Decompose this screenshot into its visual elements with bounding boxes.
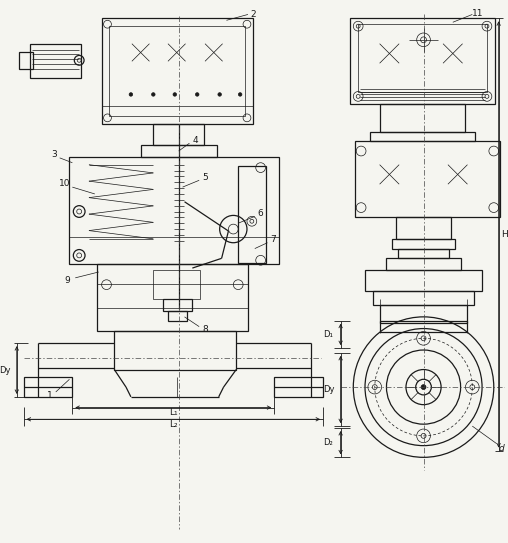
Bar	[351, 18, 495, 104]
Text: H: H	[501, 230, 508, 239]
Text: Dу: Dу	[323, 385, 335, 394]
Text: D₂: D₂	[323, 438, 333, 447]
Bar	[163, 299, 193, 311]
Text: 8: 8	[202, 325, 208, 334]
Bar	[387, 258, 461, 270]
Bar	[153, 124, 204, 145]
Text: 7: 7	[270, 235, 276, 244]
Bar	[23, 377, 72, 397]
Text: 4: 4	[193, 136, 198, 145]
Text: 10: 10	[59, 179, 70, 188]
Bar	[19, 53, 34, 69]
Bar	[274, 377, 323, 397]
Text: 1: 1	[47, 392, 53, 400]
Circle shape	[151, 93, 155, 96]
Bar	[70, 157, 279, 264]
Bar	[379, 104, 465, 131]
Text: 3: 3	[51, 150, 57, 160]
Bar	[114, 331, 236, 370]
Bar	[379, 321, 467, 332]
Bar	[398, 249, 449, 258]
Text: L₂: L₂	[169, 420, 178, 428]
Text: d: d	[499, 444, 504, 453]
Circle shape	[238, 93, 242, 96]
Bar	[396, 217, 451, 239]
Text: L₁: L₁	[169, 408, 178, 417]
Text: 11: 11	[472, 9, 484, 18]
Circle shape	[173, 93, 177, 96]
Bar	[238, 166, 266, 263]
Bar	[30, 44, 81, 78]
Circle shape	[129, 93, 133, 96]
Circle shape	[196, 93, 199, 96]
Circle shape	[421, 384, 426, 389]
Text: Dу: Dу	[0, 365, 11, 375]
Text: 5: 5	[202, 173, 208, 182]
Bar	[392, 239, 455, 249]
Text: 6: 6	[258, 209, 264, 218]
Text: 9: 9	[65, 276, 70, 285]
Text: D₁: D₁	[323, 330, 333, 339]
Bar	[358, 24, 487, 92]
Bar	[370, 131, 475, 141]
Bar	[168, 311, 187, 321]
Bar	[379, 305, 467, 323]
Circle shape	[218, 93, 221, 96]
Text: 2: 2	[250, 10, 256, 19]
Bar	[153, 270, 200, 299]
Bar	[97, 264, 248, 331]
Bar	[141, 145, 217, 157]
Bar	[355, 141, 500, 217]
Bar	[109, 26, 245, 116]
Bar	[373, 292, 474, 305]
Bar	[365, 270, 482, 292]
Bar	[102, 18, 253, 124]
